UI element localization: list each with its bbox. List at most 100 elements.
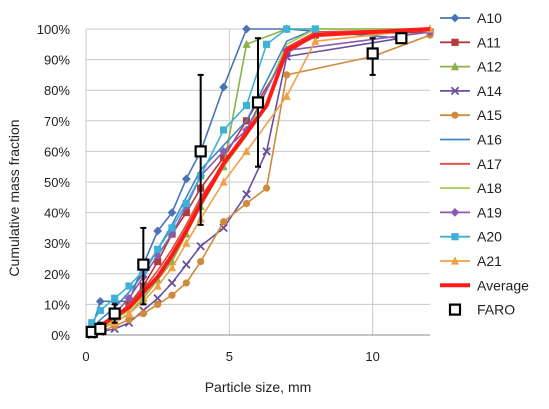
legend-label: A20	[477, 229, 502, 245]
y-tick-label: 40%	[44, 206, 70, 221]
data-point-a14	[153, 294, 162, 303]
x-marker-stroke	[242, 190, 251, 199]
legend-label: A10	[477, 10, 502, 26]
x-marker-stroke	[450, 86, 460, 96]
x-marker-stroke	[153, 294, 162, 303]
data-point-a15	[125, 316, 133, 324]
y-axis-title: Cumulative mass fraction	[6, 119, 22, 276]
data-point-a21	[182, 238, 191, 247]
data-point-a20	[111, 294, 119, 302]
data-point-a14	[167, 278, 177, 288]
legend-item-a17: A17	[440, 156, 502, 172]
data-point-a15	[139, 309, 147, 318]
x-tick-label: 5	[226, 349, 233, 364]
legend-item-a15: A15	[440, 107, 502, 123]
data-point-a20	[263, 40, 271, 48]
y-tick-label: 10%	[44, 297, 70, 312]
x-marker-stroke	[182, 260, 191, 269]
series-a21	[87, 24, 435, 336]
data-point-a19	[219, 147, 228, 156]
data-point-a21	[282, 91, 291, 100]
data-point-a21	[311, 36, 320, 45]
data-point-a14	[262, 147, 271, 156]
data-point-a10	[95, 296, 105, 306]
faro-point	[108, 303, 121, 324]
data-point-a12	[242, 39, 251, 48]
x-marker-stroke	[196, 242, 205, 251]
data-point-a10	[181, 174, 191, 184]
x-marker-stroke	[167, 278, 177, 288]
legend-label: A21	[477, 253, 502, 269]
x-marker-stroke	[219, 223, 228, 233]
faro-point	[251, 37, 265, 168]
data-point-a11	[154, 257, 162, 266]
legend-label: A17	[477, 156, 502, 172]
data-point-a15	[197, 257, 205, 266]
y-tick-label: 70%	[44, 114, 70, 129]
x-tick-label: 10	[365, 349, 379, 364]
legend-item-faro: FARO	[448, 302, 515, 318]
y-tick-label: 90%	[44, 53, 70, 68]
legend-marker	[451, 38, 459, 46]
data-point-a20	[96, 306, 104, 315]
faro-point	[194, 73, 207, 226]
legend-item-a10: A10	[440, 10, 502, 26]
x-tick-labels: 0 5 10	[82, 349, 380, 364]
faro-marker	[194, 145, 207, 158]
grid-lines	[85, 28, 430, 336]
legend-marker	[450, 256, 460, 265]
data-point-a14	[242, 190, 251, 199]
legend-label: A15	[477, 107, 502, 123]
data-point-a11	[220, 153, 228, 162]
faro-points	[85, 32, 408, 339]
y-tick-label: 30%	[44, 236, 70, 251]
faro-marker	[366, 47, 379, 60]
legend-marker	[450, 208, 460, 217]
series-a10	[87, 24, 406, 334]
series-line-a14	[91, 37, 402, 336]
faro-marker	[395, 32, 408, 45]
y-tick-label: 60%	[44, 144, 70, 159]
faro-marker	[251, 96, 265, 109]
data-point-a15	[154, 300, 162, 308]
data-point-a10	[219, 82, 228, 92]
legend-label: A12	[477, 59, 502, 75]
data-point-a20	[311, 25, 319, 33]
data-point-a20	[88, 319, 96, 327]
series-a14	[87, 33, 406, 340]
data-point-a14	[196, 242, 205, 251]
data-point-a19	[124, 293, 134, 303]
data-point-a15	[182, 279, 190, 287]
legend-marker	[450, 62, 460, 71]
faro-point	[137, 226, 150, 306]
data-point-a20	[154, 245, 162, 253]
y-tick-label: 80%	[44, 83, 70, 98]
legend-item-a19: A19	[440, 204, 502, 220]
legend-marker	[450, 13, 460, 23]
data-point-a10	[153, 226, 163, 236]
data-point-a20	[182, 199, 190, 208]
data-point-a20	[125, 282, 133, 290]
faro-point	[366, 37, 379, 76]
faro-marker	[94, 322, 107, 335]
legend-swatch	[448, 303, 462, 316]
series-a20	[88, 25, 319, 327]
legend-item-average: Average	[440, 277, 529, 293]
series-line-a21	[91, 28, 431, 333]
faro-marker	[137, 258, 150, 271]
data-point-a10	[167, 208, 177, 217]
y-tick-labels: 0% 10% 20% 30% 40% 50% 60% 70% 80% 90% 100%	[37, 22, 71, 343]
legend-label: A14	[477, 83, 502, 99]
data-point-a21	[219, 177, 228, 186]
legend: A10 A11 A12 A14 A15 A16 A17 A18 A19 A20 A21 Average…	[440, 10, 529, 318]
data-point-a20	[283, 25, 291, 33]
data-point-a15	[283, 71, 291, 79]
legend-marker	[451, 111, 459, 119]
data-point-a15	[242, 199, 251, 208]
legend-label: FARO	[477, 302, 515, 318]
legend-item-a16: A16	[440, 132, 502, 148]
data-point-a20	[168, 224, 176, 232]
legend-marker	[451, 233, 459, 241]
legend-item-a11: A11	[440, 34, 501, 50]
